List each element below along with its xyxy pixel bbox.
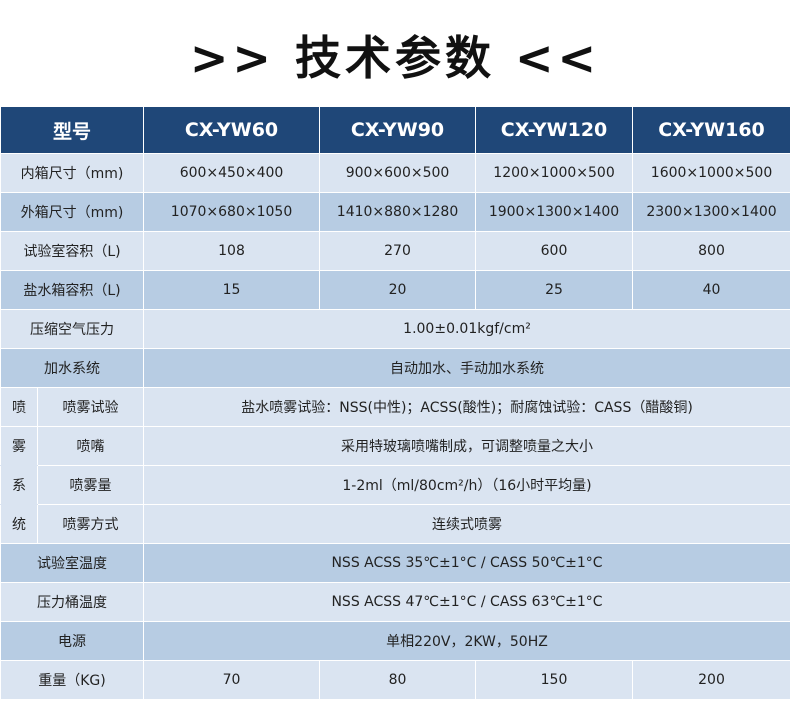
cell: 1.00±0.01kgf/cm² [143, 309, 790, 349]
table-row: 重量（KG) 70 80 150 200 [0, 660, 790, 700]
model-header: CX-YW90 [319, 106, 477, 154]
table-row: 外箱尺寸（mm) 1070×680×1050 1410×880×1280 1900×1… [0, 192, 790, 232]
model-header: CX-YW60 [143, 106, 321, 154]
cell: 600 [475, 231, 634, 271]
cell: NSS ACSS 47℃±1°C / CASS 63℃±1°C [143, 582, 790, 622]
cell: 800 [632, 231, 790, 271]
row-label: 内箱尺寸（mm) [0, 153, 145, 193]
row-label: 电源 [0, 621, 145, 661]
table-row: 统喷雾方式 连续式喷雾 [0, 504, 790, 544]
cell: 108 [143, 231, 321, 271]
page-title: >> 技术参数 << [189, 31, 601, 85]
row-label: 试验室温度 [0, 543, 145, 583]
cell: 1200×1000×500 [475, 153, 634, 193]
cell: 1900×1300×1400 [475, 192, 634, 232]
row-label: 试验室容积（L) [0, 231, 145, 271]
cell: NSS ACSS 35℃±1°C / CASS 50℃±1°C [143, 543, 790, 583]
cell: 1600×1000×500 [632, 153, 790, 193]
cell: 80 [319, 660, 477, 700]
row-label: 外箱尺寸（mm) [0, 192, 145, 232]
cell: 15 [143, 270, 321, 310]
row-label: 重量（KG) [0, 660, 145, 700]
cell: 1070×680×1050 [143, 192, 321, 232]
cell: 900×600×500 [319, 153, 477, 193]
row-label: 喷嘴 [36, 426, 145, 466]
row-label: 喷雾试验 [36, 387, 145, 427]
table-row: 内箱尺寸（mm) 600×450×400 900×600×500 1200×1000×… [0, 153, 790, 193]
cell: 盐水喷雾试验：NSS(中性)；ACSS(酸性)；耐腐蚀试验：CASS（醋酸铜) [143, 387, 790, 427]
cell: 2300×1300×1400 [632, 192, 790, 232]
cell: 自动加水、手动加水系统 [143, 348, 790, 388]
table-row: 系喷雾量 1-2ml（ml/80cm²/h）（16小时平均量) [0, 465, 790, 505]
cell: 1-2ml（ml/80cm²/h）（16小时平均量) [143, 465, 790, 505]
table-row: 试验室温度 NSS ACSS 35℃±1°C / CASS 50℃±1°C [0, 543, 790, 583]
cell: 采用特玻璃喷嘴制成，可调整喷量之大小 [143, 426, 790, 466]
spec-table: 型号 CX-YW60 CX-YW90 CX-YW120 CX-YW160 内箱尺… [0, 106, 790, 700]
row-label: 压力桶温度 [0, 582, 145, 622]
row-label: 喷雾量 [36, 465, 145, 505]
cell: 150 [475, 660, 634, 700]
spray-group-char: 雾 [0, 426, 38, 466]
row-label: 盐水箱容积（L) [0, 270, 145, 310]
cell: 270 [319, 231, 477, 271]
model-header: CX-YW120 [475, 106, 634, 154]
spray-group-char: 喷 [0, 387, 38, 427]
cell: 25 [475, 270, 634, 310]
model-header: CX-YW160 [632, 106, 790, 154]
table-row: 电源 单相220V，2KW，50HZ [0, 621, 790, 661]
cell: 单相220V，2KW，50HZ [143, 621, 790, 661]
cell: 1410×880×1280 [319, 192, 477, 232]
header-row: 型号 CX-YW60 CX-YW90 CX-YW120 CX-YW160 [0, 106, 790, 154]
row-label: 加水系统 [0, 348, 145, 388]
cell: 20 [319, 270, 477, 310]
table-row: 喷喷雾试验 盐水喷雾试验：NSS(中性)；ACSS(酸性)；耐腐蚀试验：CASS（… [0, 387, 790, 427]
cell: 200 [632, 660, 790, 700]
table-row: 试验室容积（L) 108 270 600 800 [0, 231, 790, 271]
cell: 70 [143, 660, 321, 700]
row-label: 压缩空气压力 [0, 309, 145, 349]
spray-group-char: 统 [0, 504, 38, 544]
table-row: 盐水箱容积（L) 15 20 25 40 [0, 270, 790, 310]
cell: 连续式喷雾 [143, 504, 790, 544]
table-row: 压力桶温度 NSS ACSS 47℃±1°C / CASS 63℃±1°C [0, 582, 790, 622]
spray-group-char: 系 [0, 465, 38, 505]
table-row: 雾喷嘴 采用特玻璃喷嘴制成，可调整喷量之大小 [0, 426, 790, 466]
cell: 40 [632, 270, 790, 310]
header-label: 型号 [0, 106, 145, 154]
row-label: 喷雾方式 [36, 504, 145, 544]
table-row: 加水系统 自动加水、手动加水系统 [0, 348, 790, 388]
cell: 600×450×400 [143, 153, 321, 193]
table-row: 压缩空气压力 1.00±0.01kgf/cm² [0, 309, 790, 349]
